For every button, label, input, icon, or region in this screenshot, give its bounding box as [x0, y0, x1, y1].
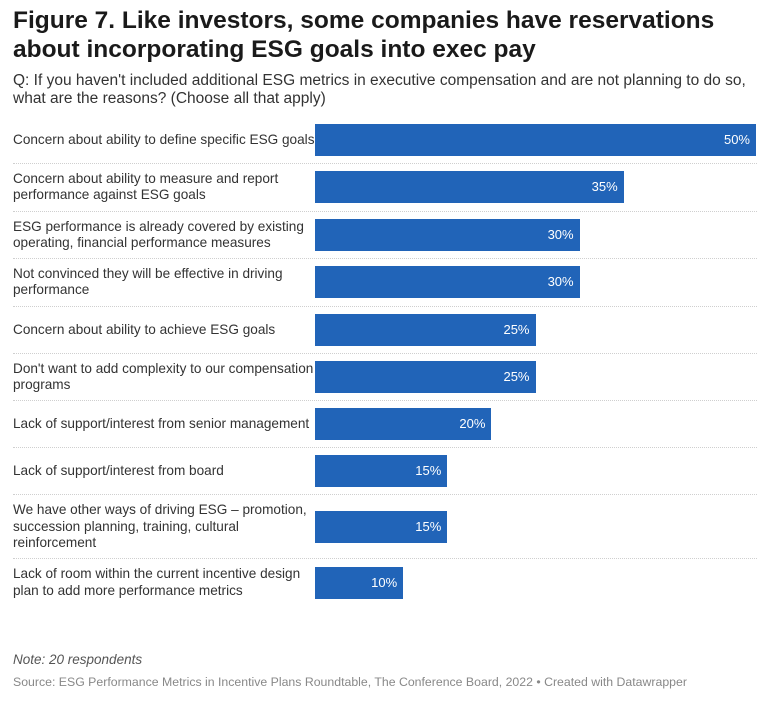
bar-row: Concern about ability to define specific…	[13, 117, 757, 164]
category-label: ESG performance is already covered by ex…	[13, 218, 304, 250]
chart-note: Note: 20 respondents	[13, 652, 143, 667]
bar-row: Not convinced they will be effective in …	[13, 259, 757, 307]
category-label: Concern about ability to measure and rep…	[13, 171, 279, 203]
bar-track: 10%	[315, 566, 757, 599]
bar: 30%	[315, 218, 580, 251]
bar-row: Lack of support/interest from board 15%	[13, 448, 757, 496]
category-label: Concern about ability to define specific…	[13, 131, 315, 147]
value-label: 15%	[415, 518, 442, 534]
value-label: 25%	[503, 321, 530, 337]
category-label: Lack of support/interest from senior man…	[13, 416, 310, 432]
bar-chart: Concern about ability to define specific…	[13, 117, 757, 606]
bar-row: We have other ways of driving ESG – prom…	[13, 495, 757, 560]
bar-row: Lack of room within the current incentiv…	[13, 559, 757, 606]
category-label: Not convinced they will be effective in …	[13, 266, 283, 298]
bar-track: 35%	[315, 171, 757, 204]
bar-row: ESG performance is already covered by ex…	[13, 212, 757, 260]
value-label: 35%	[591, 179, 618, 195]
bar: 25%	[315, 313, 536, 346]
category-label: We have other ways of driving ESG – prom…	[13, 502, 307, 550]
bar: 10%	[315, 566, 404, 599]
bar-track: 30%	[315, 218, 757, 251]
bar-track: 15%	[315, 455, 757, 488]
value-label: 15%	[415, 463, 442, 479]
chart-subtitle: Q: If you haven't included additional ES…	[13, 72, 746, 107]
category-label: Lack of room within the current incentiv…	[13, 566, 301, 598]
bar: 20%	[315, 408, 492, 441]
category-label: Don't want to add complexity to our comp…	[13, 360, 314, 393]
chart-title: Figure 7. Like investors, some companies…	[13, 7, 715, 63]
bar-track: 50%	[315, 124, 757, 156]
value-label: 50%	[723, 132, 750, 147]
value-label: 25%	[503, 369, 530, 385]
bar-track: 30%	[315, 266, 757, 299]
value-label: 10%	[371, 574, 398, 590]
bar: 30%	[315, 266, 580, 299]
category-label: Concern about ability to achieve ESG goa…	[13, 321, 276, 337]
bar-row: Lack of support/interest from senior man…	[13, 401, 757, 449]
bar: 15%	[315, 455, 448, 488]
bar-track: 20%	[315, 408, 757, 441]
bar: 50%	[315, 124, 756, 156]
bar: 25%	[315, 361, 536, 394]
bar-track: 25%	[315, 361, 757, 394]
value-label: 20%	[459, 416, 486, 432]
bar-row: Concern about ability to measure and rep…	[13, 164, 757, 212]
value-label: 30%	[547, 274, 574, 290]
bar-row: Don't want to add complexity to our comp…	[13, 354, 757, 402]
bar: 35%	[315, 171, 624, 204]
chart-source: Source: ESG Performance Metrics in Incen…	[13, 675, 687, 689]
value-label: 30%	[547, 226, 574, 242]
bar-row: Concern about ability to achieve ESG goa…	[13, 307, 757, 354]
category-label: Lack of support/interest from board	[13, 463, 224, 479]
bar-track: 25%	[315, 313, 757, 346]
bar: 15%	[315, 510, 448, 543]
bar-track: 15%	[315, 510, 757, 543]
